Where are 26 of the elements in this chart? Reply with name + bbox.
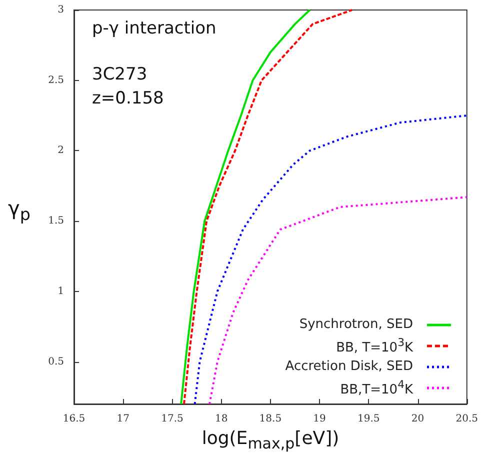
x-tick-label: 18 <box>214 414 228 424</box>
y-tick-label: 0.5 <box>48 356 64 368</box>
y-tick-label: 3 <box>58 4 64 16</box>
legend-label: BB, T=10$^{3}$K <box>336 336 413 356</box>
annotation: p-γ interaction <box>92 18 216 38</box>
x-tick-label: 16.5 <box>62 414 86 424</box>
x-tick-label: 19.5 <box>358 414 380 424</box>
y-tick-label: 2.5 <box>48 74 64 86</box>
x-tick-label: 20 <box>411 414 424 424</box>
x-tick-label: 18.5 <box>259 414 282 424</box>
y-tick-label: 1 <box>58 286 64 297</box>
y-tick-label: 1.5 <box>48 216 64 227</box>
annotation: z=0.158 <box>92 88 164 108</box>
legend-label: Accretion Disk, SED <box>285 359 413 374</box>
x-tick-label: 17.5 <box>161 414 184 424</box>
legend-label: Synchrotron, SED <box>299 317 413 332</box>
line-series <box>208 196 468 405</box>
annotation: 3C273 <box>92 64 148 84</box>
x-tick-label: 19 <box>313 414 326 424</box>
y-axis-title: γ$_{p}$ <box>8 196 30 224</box>
line-series <box>194 114 468 405</box>
x-tick-label: 17 <box>116 414 130 424</box>
x-axis-title: log(E$_{max,p}$[eV]) <box>200 428 340 453</box>
legend-label: BB,T=10$^{4}$K <box>340 378 413 398</box>
x-tick-label: 20.5 <box>456 414 478 424</box>
y-tick-label: 2 <box>58 145 64 156</box>
